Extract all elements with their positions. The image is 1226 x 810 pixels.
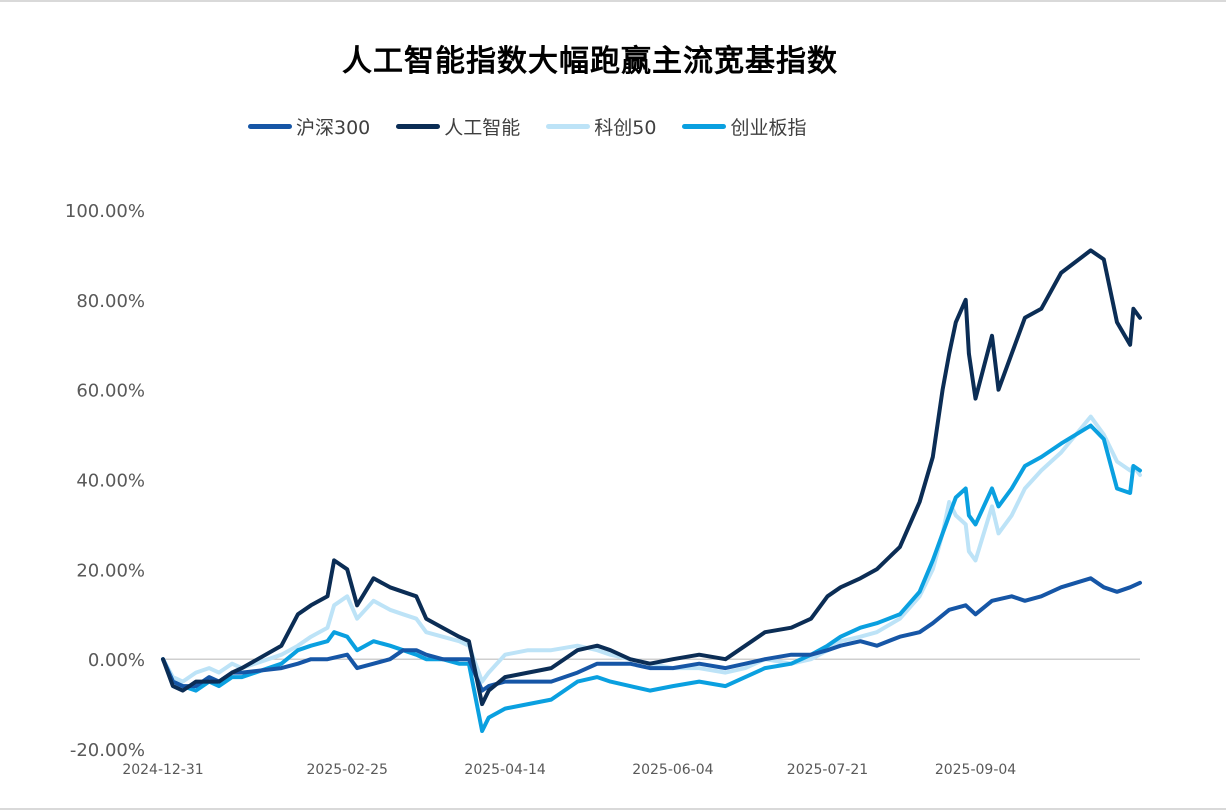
y-tick-label: 100.00%	[65, 201, 145, 222]
y-tick-label: 0.00%	[88, 650, 145, 671]
legend-label-star50: 科创50	[594, 116, 657, 139]
x-tick-label: 2025-09-04	[935, 762, 1016, 778]
x-tick-label: 2025-07-21	[787, 762, 868, 778]
x-tick-label: 2024-12-31	[122, 762, 203, 778]
legend-item-hs300[interactable]: 沪深300	[248, 113, 370, 140]
y-tick-label: -20.00%	[70, 740, 145, 761]
legend-label-chinext: 创业板指	[730, 116, 807, 139]
legend-item-ai[interactable]: 人工智能	[396, 113, 520, 140]
legend-swatch-ai	[396, 123, 441, 129]
x-tick-label: 2025-02-25	[307, 762, 388, 778]
legend-swatch-chinext	[682, 123, 727, 129]
y-tick-label: 20.00%	[76, 560, 145, 581]
y-tick-label: 60.00%	[76, 381, 145, 402]
chart-title: 人工智能指数大幅跑赢主流宽基指数	[342, 44, 838, 79]
legend-swatch-star50	[546, 123, 591, 129]
legend-swatch-hs300	[248, 123, 292, 129]
series-line-0	[161, 576, 1142, 693]
chart-legend: 沪深300 人工智能 科创50 创业板指	[248, 112, 806, 140]
x-tick-label: 2025-04-14	[464, 762, 545, 778]
legend-label-hs300: 沪深300	[296, 116, 371, 139]
series-line-1	[161, 248, 1142, 707]
legend-label-ai: 人工智能	[444, 116, 521, 139]
series-line-2	[161, 414, 1142, 684]
y-tick-label: 80.00%	[76, 291, 145, 312]
y-tick-label: 40.00%	[76, 471, 145, 492]
series-line-3	[161, 423, 1142, 733]
x-tick-label: 2025-06-04	[632, 762, 713, 778]
legend-item-chinext[interactable]: 创业板指	[682, 113, 806, 140]
legend-item-star50[interactable]: 科创50	[546, 113, 656, 140]
